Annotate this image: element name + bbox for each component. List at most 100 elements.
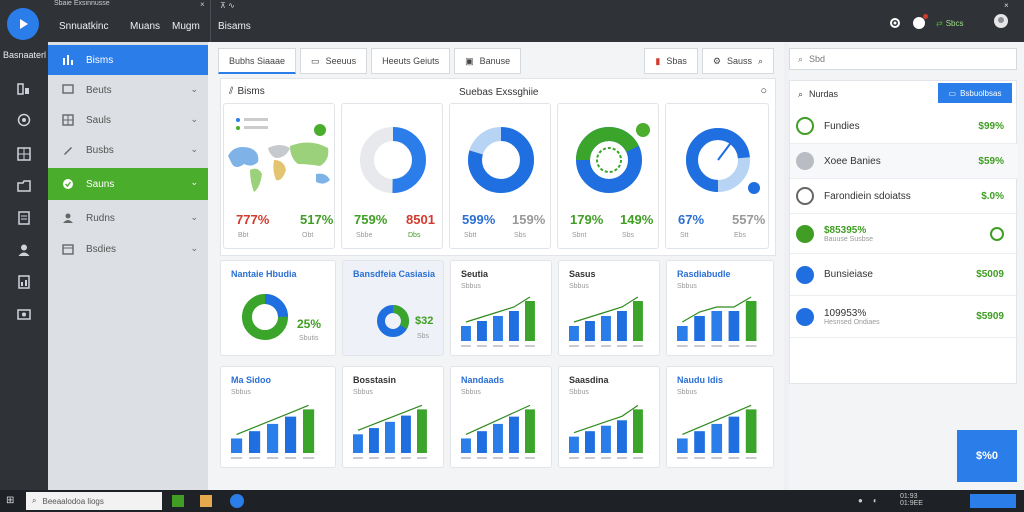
tick-placeholder (461, 457, 471, 459)
bottom-card-3[interactable]: Nandaads Sbbus (450, 366, 552, 468)
list-item[interactable]: Farondiein sdoiatss $.0% (790, 179, 1018, 214)
save-tab[interactable]: ▮ Sbas (644, 48, 698, 74)
tick-placeholder (509, 345, 519, 347)
metric-value: 759% (354, 212, 388, 227)
primary-button[interactable]: ▭ Bsbuolbsas (938, 83, 1012, 103)
breadcrumb[interactable]: Bisams (218, 21, 251, 32)
chart-bar (385, 421, 395, 453)
list-item-label: $85395% (824, 224, 867, 236)
tab-4[interactable]: ▣ Banuse (454, 48, 522, 74)
close-tab-icon[interactable]: × (200, 0, 205, 9)
list-item[interactable]: $85395% Bauuse Susbse (790, 214, 1018, 254)
donut-card-3[interactable]: 179% 149% Sbnt Sbs (557, 103, 659, 249)
window-controls-icon[interactable]: ⊼ ∿ (220, 1, 235, 10)
notification-icon[interactable] (912, 14, 928, 30)
menu-item-3[interactable]: Mugm (172, 21, 200, 32)
mid-card-2[interactable]: Bansdfeia Casiasia $32 Sbs (342, 260, 444, 356)
folder-taskbar-icon[interactable] (200, 495, 212, 507)
donut-card-4[interactable]: 67% 557% Stt Ebs (665, 103, 769, 249)
mid-card-5[interactable]: Rasdiabudle Sbbus (666, 260, 774, 356)
mid-card-1[interactable]: Nantaie Hbudia 25% Sbutis (220, 260, 336, 356)
metric-value: 149% (620, 212, 654, 227)
sidebar-item-6[interactable]: Bsdies ⌄ (48, 234, 208, 264)
card-title: Saasdina (569, 375, 609, 385)
trend-line (357, 404, 423, 431)
bar-chart (569, 404, 643, 459)
chart-bar (461, 438, 471, 453)
sidebar-item-5[interactable]: Rudns ⌄ (48, 203, 208, 233)
list-item-label: Farondiein sdoiatss (824, 190, 911, 202)
taskbar-search-input[interactable]: ⌕ Beeaalodoa liogs (26, 492, 162, 510)
top-bar: Sbaie Exsinnusse × Snnuatkinc Muans Mugm… (48, 0, 1024, 42)
grid-rail-icon[interactable] (15, 145, 33, 163)
metric-sub: Obt (302, 232, 314, 239)
refresh-icon[interactable]: ○ (760, 85, 767, 97)
sidebar-item-4[interactable]: Sauns ⌄ (48, 168, 208, 200)
folder-rail-icon[interactable] (15, 177, 33, 195)
browser-taskbar-icon[interactable] (230, 494, 244, 508)
list-item-label: 109953% (824, 307, 867, 319)
check-icon (60, 176, 76, 192)
bottom-card-4[interactable]: Saasdina Sbbus (558, 366, 660, 468)
tab-3[interactable]: Heeuts Geiuts (371, 48, 451, 74)
mid-card-4[interactable]: Sasus Sbbus (558, 260, 660, 356)
right-search-input[interactable]: ⌕ Sbd (789, 48, 1017, 70)
chart-bar (711, 311, 723, 341)
windows-start-icon[interactable]: ⊞ (6, 495, 15, 506)
network-icon[interactable]: ● (858, 496, 863, 505)
list-item[interactable]: Bunsieiase $5009 (790, 254, 1018, 296)
dollar-icon (796, 224, 814, 243)
chart-bar (601, 316, 611, 341)
tab-2[interactable]: ▭ Seeuus (300, 48, 368, 74)
chevron-down-icon[interactable]: ⌄ (190, 212, 198, 222)
avatar[interactable] (994, 14, 1008, 28)
card-title: Bansdfeia Casiasia (353, 269, 436, 279)
map-card[interactable]: 777% 517% Bbt Obt (223, 103, 335, 249)
chevron-down-icon[interactable]: ⌄ (190, 177, 198, 187)
user-rail-icon[interactable] (15, 241, 33, 259)
window-tab[interactable]: Sbaie Exsinnusse × (54, 0, 205, 10)
search-icon[interactable]: ⌕ (757, 55, 763, 66)
chevron-down-icon[interactable]: ⌄ (190, 243, 198, 253)
bottom-card-1[interactable]: Ma Sidoo Sbbus (220, 366, 336, 468)
promo-tile[interactable]: $%0 (957, 430, 1017, 482)
sidebar-item-0[interactable]: Bisms (48, 45, 208, 75)
bottom-card-5[interactable]: Naudu ldis Sbbus (666, 366, 774, 468)
list-item[interactable]: Xoee Banies $59% (790, 144, 1018, 179)
settings-tab[interactable]: ⚙ Sauss ⌕ (701, 48, 774, 74)
tick-placeholder (633, 457, 643, 459)
list-item[interactable]: 109953% Hesnsed Ondiaes $5909 (790, 296, 1018, 338)
app-logo-icon[interactable] (7, 8, 39, 40)
menu-item-2[interactable]: Muans (130, 21, 161, 32)
document-rail-icon[interactable] (15, 209, 33, 227)
tray-clock[interactable]: 01:93 01:9EE (900, 493, 923, 507)
chart-rail-icon[interactable] (15, 80, 33, 98)
volume-icon[interactable]: ◐ (872, 496, 878, 505)
target-rail-icon[interactable] (15, 111, 33, 129)
leaf-icon (796, 117, 814, 135)
report-rail-icon[interactable] (15, 273, 33, 291)
check-circle-icon[interactable] (990, 226, 1004, 241)
sidebar-item-3[interactable]: Busbs ⌄ (48, 135, 208, 165)
donut-card-1[interactable]: 759% 8501 Sbbe Dbs (341, 103, 443, 249)
tab-1[interactable]: Bubhs Siaaae (218, 48, 297, 74)
list-item[interactable]: Fundies $99% (790, 109, 1018, 144)
menu-item-1[interactable]: Snnuatkinc (59, 21, 109, 32)
sliders-icon: ⚙ (712, 55, 721, 66)
settings-rail-icon[interactable] (15, 305, 33, 323)
chevron-down-icon[interactable]: ⌄ (190, 144, 198, 154)
mid-card-3[interactable]: Seutia Sbbus (450, 260, 552, 356)
overview-panel: ⫽ Bisms Suebas Exssghiie ○ 777% 517% Bbt … (220, 78, 776, 256)
sidebar-item-2[interactable]: Sauls ⌄ (48, 105, 208, 135)
window-close-icon[interactable]: × (1004, 1, 1009, 10)
gear-icon[interactable] (888, 16, 902, 30)
search-icon: ⌕ (32, 496, 37, 505)
notification-button[interactable] (970, 494, 1016, 508)
app-green-icon[interactable] (172, 495, 184, 507)
chevron-down-icon[interactable]: ⌄ (190, 114, 198, 124)
sidebar-item-1[interactable]: Beuts ⌄ (48, 75, 208, 105)
bottom-card-2[interactable]: Bosstasin Sbbus (342, 366, 444, 468)
donut-card-2[interactable]: 599% 159% Sbtt Sbs (449, 103, 551, 249)
tick-placeholder (694, 457, 705, 459)
chevron-down-icon[interactable]: ⌄ (190, 84, 198, 94)
